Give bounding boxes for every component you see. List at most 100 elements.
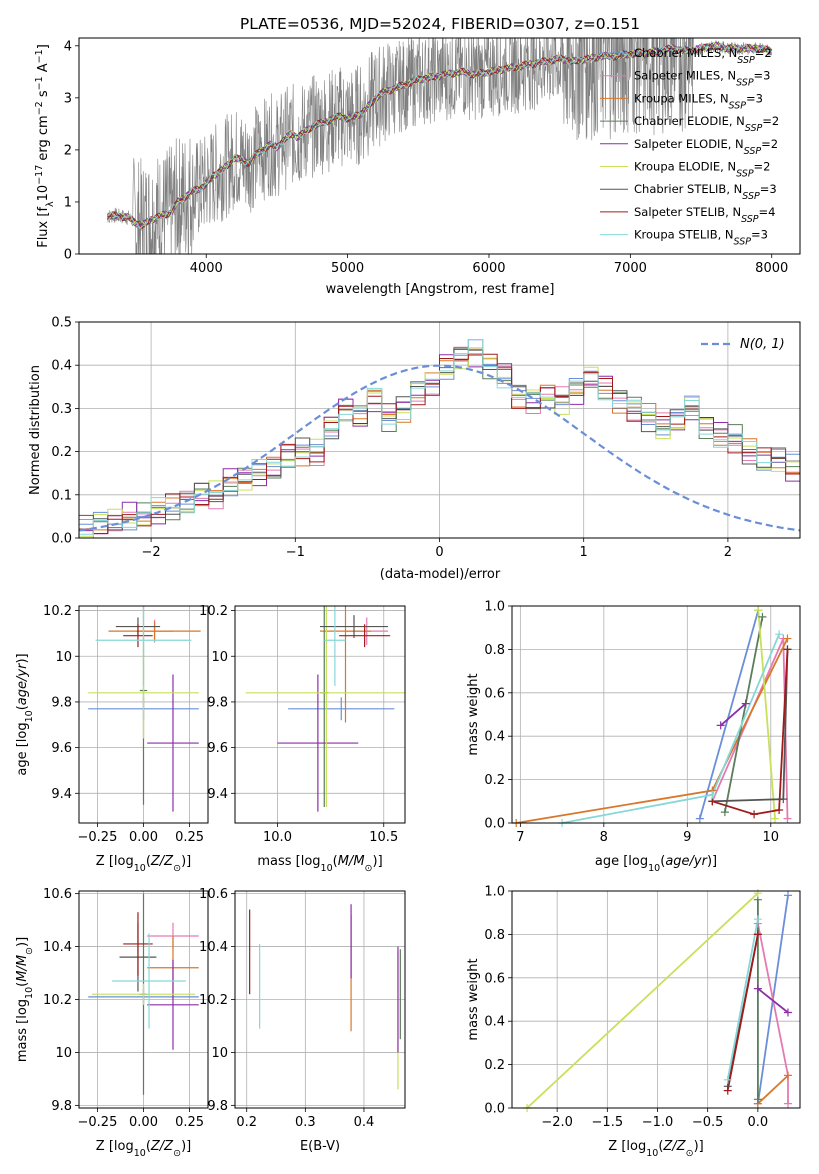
x-axis-label-part: )]	[373, 854, 383, 869]
y-tick-label: 10.2	[199, 993, 228, 1008]
x-tick-label: 10	[763, 830, 780, 845]
spectrum-panel: 4000 5000 6000 7000 8000 0 1 2 3 4 Chabrier MILES,…	[34, 37, 801, 297]
y-axis-label-part: (	[15, 982, 30, 987]
x-axis-label-part: )]	[181, 854, 191, 869]
weight-marker	[754, 606, 763, 615]
weight-line	[698, 610, 760, 819]
x-tick-label: 9	[683, 830, 691, 845]
y-tick-label: 10.4	[199, 940, 228, 955]
y-axis-label-part: age/yr	[15, 662, 30, 705]
axes-frame	[78, 605, 209, 824]
y-axis-label: mass weight	[466, 958, 481, 1040]
y-axis-label-part: ⊙	[24, 947, 35, 955]
y-axis-label: Normed distribution	[28, 365, 43, 495]
y-tick-label: 2	[64, 143, 72, 158]
y-tick-label: 9.8	[207, 695, 228, 710]
y-axis-label-part: s	[36, 90, 51, 101]
weight-marker	[723, 1075, 732, 1084]
y-axis-label-part: −1	[34, 76, 45, 90]
y-tick-label: 10.2	[199, 604, 228, 619]
y-tick-label: 9.8	[207, 1099, 228, 1114]
y-tick-label: 9.8	[51, 695, 72, 710]
x-axis-label-part: (	[658, 1139, 663, 1154]
x-tick-label: 10.5	[369, 830, 398, 845]
x-tick-label: 0.25	[175, 1115, 204, 1130]
y-axis-label-part: A	[36, 63, 51, 76]
legend-label-part: =3	[760, 182, 777, 196]
weight-marker	[753, 1095, 762, 1104]
x-axis-label-part: Z [log	[96, 854, 134, 869]
x-axis-label-part: M/M	[338, 854, 365, 869]
legend-label: Kroupa ELODIE, NSSP=2	[634, 160, 771, 180]
y-tick-label: 3	[64, 91, 72, 106]
x-axis-label-part: ⊙	[173, 1148, 181, 1159]
x-axis-label-part: age [log	[595, 854, 648, 869]
residuals-panel: −2 −1 0 1 2 0.0 0.1 0.2 0.3 0.4 0.5 N(0, 1) (data-mo…	[28, 316, 801, 582]
x-tick-label: 7000	[614, 261, 647, 276]
y-axis-label-part: 10	[24, 987, 35, 999]
y-tick-label: 10	[55, 1046, 72, 1061]
axes-frame	[234, 605, 406, 824]
observed-spectrum	[107, 38, 772, 254]
y-axis-label-part: erg cm	[36, 115, 51, 164]
legend-label-part: =3	[746, 91, 763, 105]
x-axis-label-part: 10	[648, 863, 660, 874]
x-tick-label: 5000	[331, 261, 364, 276]
weight-marker	[783, 891, 792, 900]
x-axis-label: mass [log10(M/M⊙)]	[257, 854, 382, 874]
y-tick-label: 9.6	[51, 741, 72, 756]
x-axis-label-part: )]	[707, 854, 717, 869]
x-tick-label: 7	[516, 830, 524, 845]
x-axis-label-part: (	[146, 854, 151, 869]
axes-frame	[234, 890, 406, 1109]
legend-label-part: SSP	[745, 123, 763, 134]
legend-label-part: Kroupa STELIB, N	[634, 228, 734, 242]
legend-label-part: =3	[751, 228, 768, 242]
legend-label: Chabrier ELODIE, NSSP=2	[634, 114, 779, 134]
legend-label-part: Chabrier STELIB, N	[634, 182, 742, 196]
plot-area	[88, 893, 199, 1095]
x-tick-label: 0.4	[354, 1115, 375, 1130]
y-axis-label-part: mass [log	[15, 999, 30, 1062]
y-tick-label: 4	[64, 39, 72, 54]
weight-line	[724, 616, 764, 813]
y-tick-label: 0	[64, 248, 72, 263]
legend-label: N(0, 1)	[740, 337, 785, 352]
weight-line	[757, 1074, 789, 1105]
legend-label-part: Salpeter STELIB, N	[634, 205, 741, 219]
y-axis-label-part: −17	[34, 165, 45, 185]
y-tick-label: 0.3	[51, 402, 72, 417]
y-axis-label: mass [log10(M/M⊙)]	[15, 937, 35, 1062]
x-axis-label-part: mass [log	[257, 854, 320, 869]
y-axis-label-part: age [log	[15, 722, 30, 775]
y-tick-label: 9.8	[51, 1099, 72, 1114]
legend-label: Salpeter STELIB, NSSP=4	[634, 205, 775, 225]
x-tick-label: 8000	[755, 261, 788, 276]
y-tick-label: 0.2	[484, 1058, 505, 1073]
x-tick-label: 2	[724, 545, 732, 560]
model-line	[107, 42, 773, 229]
plot-area	[79, 339, 800, 538]
weight-marker	[723, 1086, 732, 1095]
legend-label: Salpeter ELODIE, NSSP=2	[634, 137, 778, 157]
weight-marker	[753, 984, 762, 993]
x-tick-label: −2	[142, 545, 161, 560]
x-axis-label-part: (	[660, 854, 665, 869]
plot-area	[249, 904, 401, 1090]
y-tick-label: 0.5	[51, 316, 72, 331]
legend-label-part: Salpeter ELODIE, N	[634, 137, 744, 151]
weight-marker	[779, 795, 788, 804]
y-tick-label: 9.4	[51, 787, 72, 802]
y-tick-label: 0.8	[484, 643, 505, 658]
x-axis-label-part: Z/Z	[150, 1139, 174, 1154]
x-tick-label: 6000	[472, 261, 505, 276]
mass-vs-ebv-panel: 0.2 0.3 0.4 9.8 10 10.2 10.4 10.6 E(B-V)	[199, 887, 406, 1154]
weight-marker	[775, 805, 784, 814]
legend-label-part: Chabrier ELODIE, N	[634, 114, 745, 128]
x-tick-label: −1.0	[642, 1115, 674, 1130]
weight-marker	[708, 790, 717, 799]
y-tick-label: 0.6	[484, 971, 505, 986]
y-axis-label-part: M/M	[15, 955, 30, 982]
legend-label-part: =2	[755, 46, 772, 60]
